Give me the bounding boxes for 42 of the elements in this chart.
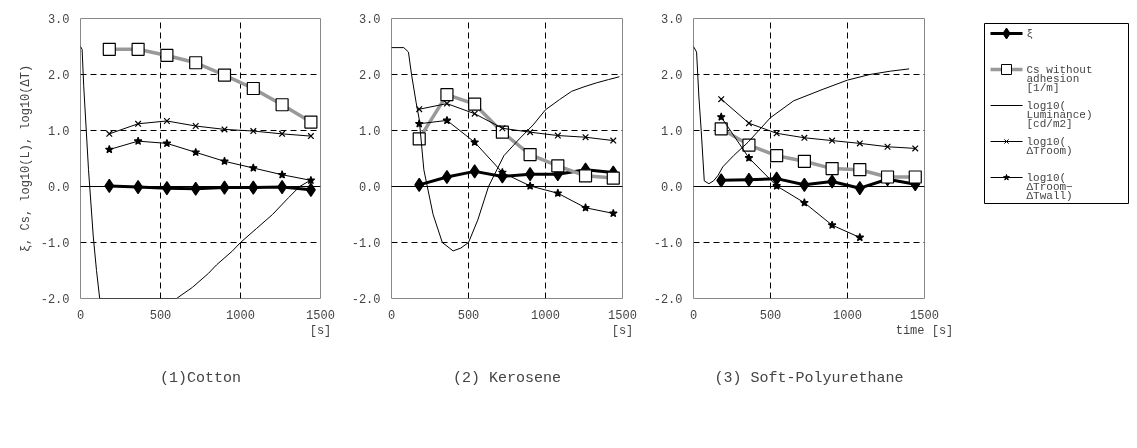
x-tick-label: 500 bbox=[759, 308, 782, 323]
y-tick-label: -2.0 bbox=[40, 293, 70, 307]
legend-label: ξ bbox=[1026, 27, 1034, 40]
y-tick-label: 3.0 bbox=[47, 13, 70, 27]
x-tick-label: 500 bbox=[457, 308, 480, 323]
y-tick-label: -1.0 bbox=[40, 237, 70, 251]
x-tick-label: 0 bbox=[689, 308, 698, 323]
y-tick-label: 1.0 bbox=[47, 125, 70, 139]
x-tick-label: 1000 bbox=[833, 308, 862, 323]
y-tick-label: -2.0 bbox=[653, 293, 683, 307]
x-tick-label: 500 bbox=[149, 308, 172, 323]
legend-label: log10(ΔTroom) bbox=[1026, 135, 1073, 157]
y-tick-label: 0.0 bbox=[358, 181, 381, 195]
legend-label: log10(Luminance) [cd/m2] bbox=[1026, 99, 1093, 131]
y-tick-label: 1.0 bbox=[660, 125, 683, 139]
y-tick-label: 2.0 bbox=[47, 69, 70, 83]
y-tick-label: 1.0 bbox=[358, 125, 381, 139]
x-axis-title: time [s] bbox=[895, 323, 954, 338]
x-tick-label: 0 bbox=[387, 308, 396, 323]
x-tick-label: 0 bbox=[76, 308, 85, 323]
legend-label: Cs without adhesion [1/m] bbox=[1026, 63, 1093, 95]
text: (3) Soft-Polyurethane bbox=[714, 370, 904, 387]
x-tick-label: 1500 bbox=[910, 308, 939, 323]
text: (1)Cotton bbox=[159, 370, 242, 387]
y-tick-label: 2.0 bbox=[660, 69, 683, 83]
x-axis-title: [s] bbox=[309, 323, 332, 338]
y-axis-title: ξ, Cs, log10(L), log10(ΔT) bbox=[18, 64, 33, 253]
x-axis-title: [s] bbox=[611, 323, 634, 338]
y-tick-label: -2.0 bbox=[351, 293, 381, 307]
y-tick-label: 0.0 bbox=[47, 181, 70, 195]
text: (2) Kerosene bbox=[452, 370, 562, 387]
y-tick-label: 0.0 bbox=[660, 181, 683, 195]
x-tick-label: 1500 bbox=[608, 308, 637, 323]
y-tick-label: 3.0 bbox=[358, 13, 381, 27]
x-tick-label: 1000 bbox=[531, 308, 560, 323]
x-tick-label: 1000 bbox=[226, 308, 255, 323]
y-tick-label: -1.0 bbox=[351, 237, 381, 251]
y-tick-label: -1.0 bbox=[653, 237, 683, 251]
x-tick-label: 1500 bbox=[306, 308, 335, 323]
y-tick-label: 2.0 bbox=[358, 69, 381, 83]
y-tick-label: 3.0 bbox=[660, 13, 683, 27]
legend-label: log10(ΔTroom−ΔTwall) bbox=[1026, 171, 1073, 203]
